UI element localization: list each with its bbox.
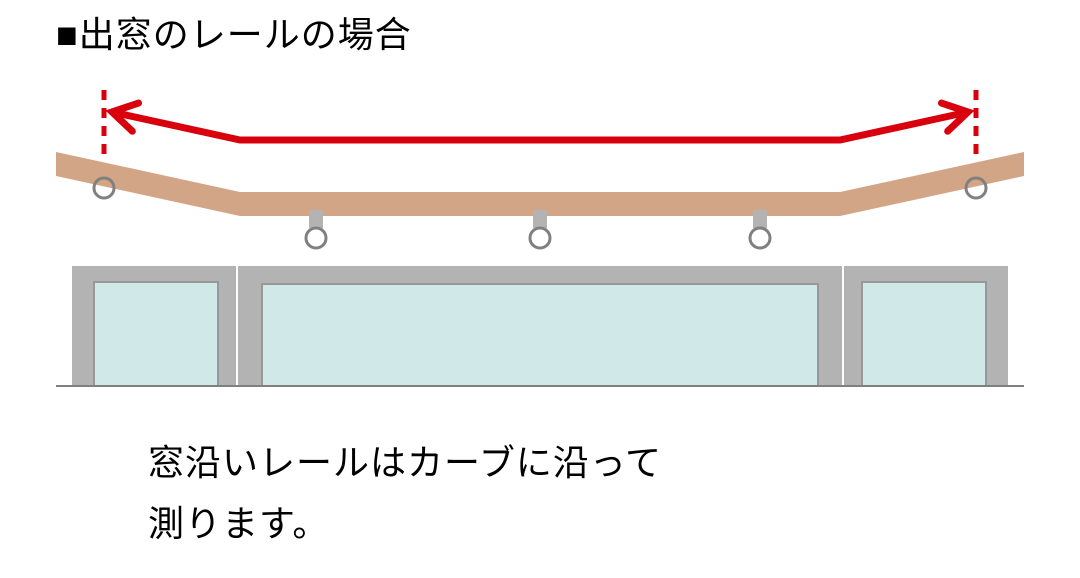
- center-ring-0: [306, 228, 326, 248]
- rail-bracket-2: [753, 210, 767, 228]
- measure-arrow-line: [112, 112, 968, 140]
- caption-line-1: 窓沿いレールはカーブに沿って: [148, 442, 662, 483]
- center-ring-1: [530, 228, 550, 248]
- window-glass-center: [262, 284, 818, 386]
- rail-bracket-0: [309, 210, 323, 228]
- window-glass-left: [94, 282, 218, 386]
- diagram-caption: 窓沿いレールはカーブに沿って 測ります。: [148, 432, 662, 554]
- curtain-rail: [56, 152, 1024, 216]
- center-ring-2: [750, 228, 770, 248]
- diagram-title: ■出窓のレールの場合: [56, 6, 412, 58]
- rail-bracket-1: [533, 210, 547, 228]
- caption-line-2: 測ります。: [148, 503, 329, 544]
- window-glass-right: [862, 282, 986, 386]
- bay-window-diagram: [0, 60, 1080, 390]
